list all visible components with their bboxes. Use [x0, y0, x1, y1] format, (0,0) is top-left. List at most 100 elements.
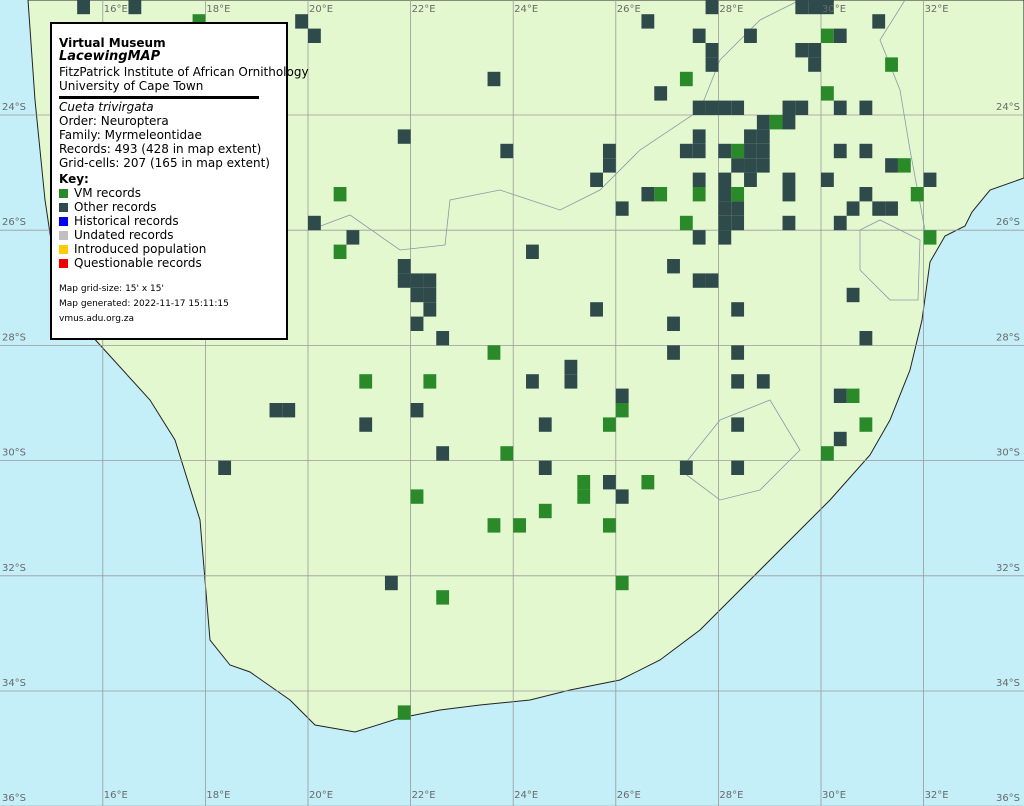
record-cell [731, 187, 745, 202]
record-cell [615, 403, 629, 418]
record-cell [872, 14, 886, 29]
record-cell [692, 28, 706, 43]
key-label: Introduced population [74, 242, 207, 256]
record-cell [846, 388, 860, 403]
record-cell [756, 374, 770, 389]
record-cell [833, 143, 847, 159]
record-cell [77, 0, 90, 15]
grid-labels: 16°E 16°E 18°E 18°E 20°E 20°E 22°E 22°E 24°E 24°E… [2, 4, 1020, 804]
record-cell [410, 287, 424, 303]
lon-label: 26°E [617, 790, 641, 801]
record-cell [692, 187, 706, 202]
key-label: VM records [74, 186, 141, 200]
key-label: Other records [74, 200, 157, 214]
record-cell [731, 417, 745, 432]
record-cell [833, 100, 847, 115]
record-cell [654, 187, 668, 202]
university: University of Cape Town [59, 79, 204, 93]
record-cell [885, 201, 898, 216]
record-cell [615, 575, 629, 591]
lat-label: 26°S [2, 217, 26, 228]
record-cell [641, 475, 655, 490]
record-cell [423, 374, 437, 389]
record-cell [128, 0, 142, 15]
record-cell [500, 446, 514, 461]
record-cell [269, 403, 283, 418]
lat-label: 36°S [2, 793, 26, 804]
institute: FitzPatrick Institute of African Ornitho… [59, 65, 309, 79]
generated: Map generated: 2022-11-17 15:11:15 [59, 299, 229, 309]
record-cell [897, 158, 911, 173]
lon-label: 32°E [925, 790, 949, 801]
record-cell [410, 489, 424, 504]
record-cell [846, 287, 860, 303]
record-cell [692, 273, 706, 288]
lat-label: 32°S [996, 563, 1020, 574]
lon-label: 16°E [104, 790, 128, 801]
record-cell [410, 403, 424, 418]
key-entry: Other records [59, 200, 156, 214]
key-title: Key: [59, 172, 89, 186]
lon-label: 26°E [617, 4, 641, 15]
legend-title: Virtual Museum [59, 36, 166, 50]
record-cell [718, 215, 732, 231]
record-cell [859, 100, 873, 115]
record-cell [744, 28, 757, 43]
record-cell [782, 100, 796, 115]
record-cell [513, 518, 527, 533]
lon-label: 22°E [412, 4, 436, 15]
record-cell [910, 187, 924, 202]
record-cell [731, 100, 745, 115]
lat-label: 30°S [2, 448, 26, 459]
record-cell [795, 100, 809, 115]
record-cell [538, 503, 552, 519]
records: Records: 493 (428 in map extent) [59, 142, 262, 156]
record-cell [744, 143, 757, 159]
record-cell [538, 417, 552, 432]
record-cell [756, 129, 770, 144]
record-cell [577, 475, 591, 490]
record-cell [692, 143, 706, 159]
record-cell [615, 201, 629, 216]
record-cell [744, 129, 757, 144]
record-cell [808, 43, 821, 58]
legend: Virtual Museum LacewingMAP FitzPatrick I… [50, 22, 309, 340]
record-cell [526, 374, 539, 389]
key-swatch [59, 245, 68, 254]
record-cell [769, 115, 783, 130]
record-cell [923, 230, 937, 245]
lat-label: 24°S [996, 102, 1020, 113]
record-cell [487, 71, 501, 87]
lon-label: 30°E [822, 4, 846, 15]
record-cell [654, 86, 668, 101]
record-cell [744, 172, 757, 187]
record-cell [602, 143, 616, 159]
record-cell [410, 273, 424, 288]
lon-label: 18°E [206, 4, 230, 15]
record-cell [795, 43, 809, 58]
record-cell [436, 446, 450, 461]
lat-label: 32°S [2, 563, 26, 574]
record-cell [679, 460, 693, 475]
key-label: Questionable records [74, 256, 202, 270]
lon-label: 16°E [104, 4, 128, 15]
record-cell [692, 172, 706, 187]
record-cell [359, 374, 373, 389]
record-cell [923, 172, 937, 187]
record-cell [282, 403, 296, 418]
record-cell [731, 460, 745, 475]
record-cell [718, 100, 732, 115]
record-cell [667, 345, 680, 360]
grid-size: Map grid-size: 15' x 15' [59, 284, 164, 294]
record-cell [782, 172, 796, 187]
key-entry: Introduced population [59, 242, 206, 256]
record-cell [423, 287, 437, 303]
order: Order: Neuroptera [59, 114, 169, 128]
lat-label: 24°S [2, 102, 26, 113]
record-cell [821, 28, 834, 43]
record-cell [705, 100, 719, 115]
key-swatch [59, 231, 68, 240]
record-cell [782, 215, 796, 231]
record-cell [487, 518, 501, 533]
